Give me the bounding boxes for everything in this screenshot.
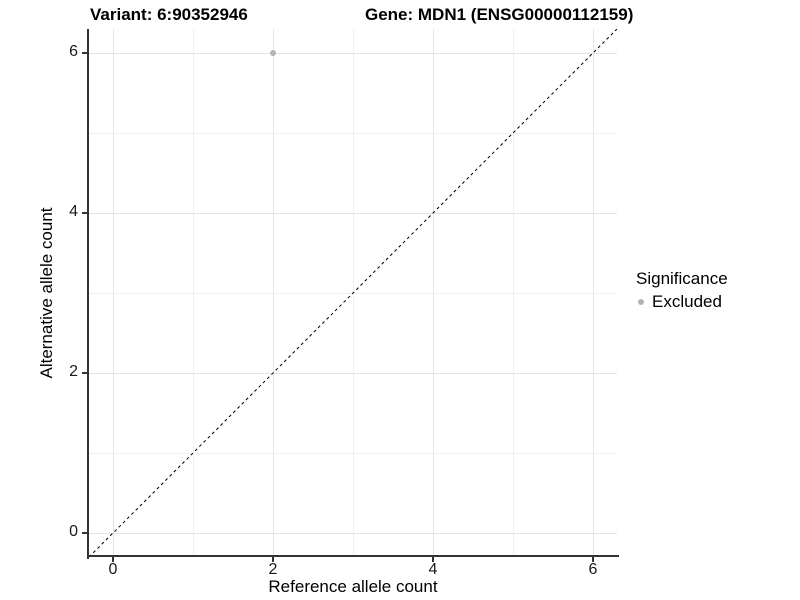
- y-tick-label: 6: [69, 43, 78, 60]
- legend-entry-excluded: Excluded: [636, 292, 728, 312]
- legend: Significance Excluded: [636, 268, 728, 312]
- x-tick-label: 0: [108, 561, 118, 578]
- identity-line: [89, 29, 617, 557]
- x-axis-title: Reference allele count: [268, 577, 438, 596]
- x-axis-tick: [112, 557, 114, 562]
- data-point: [270, 50, 276, 56]
- y-tick-label: 0: [69, 523, 78, 540]
- x-tick-label: 4: [428, 561, 438, 578]
- y-axis-title: Alternative allele count: [37, 207, 56, 379]
- x-axis-line: [87, 555, 619, 557]
- y-axis-tick: [82, 212, 87, 214]
- y-tick-label: 4: [69, 203, 78, 220]
- y-axis-tick: [82, 372, 87, 374]
- x-tick-label: 6: [588, 561, 598, 578]
- x-axis-tick: [272, 557, 274, 562]
- x-tick-label: 2: [268, 561, 278, 578]
- plot-title-gene: Gene: MDN1 (ENSG00000112159): [365, 5, 634, 24]
- x-axis-tick: [432, 557, 434, 562]
- legend-entry-label: Excluded: [652, 292, 722, 311]
- legend-title: Significance: [636, 269, 728, 288]
- x-axis-tick: [592, 557, 594, 562]
- y-axis-line: [87, 29, 89, 559]
- identity-line-layer: [89, 29, 617, 557]
- legend-point-swatch-icon: [638, 299, 644, 305]
- grid-minor-v: [192, 29, 194, 557]
- grid-minor-h: [89, 452, 617, 454]
- y-tick-label: 2: [69, 363, 78, 380]
- plot-panel: [89, 29, 617, 557]
- y-axis-tick: [82, 52, 87, 54]
- plot-title-variant: Variant: 6:90352946: [90, 5, 248, 24]
- y-axis-tick: [82, 532, 87, 534]
